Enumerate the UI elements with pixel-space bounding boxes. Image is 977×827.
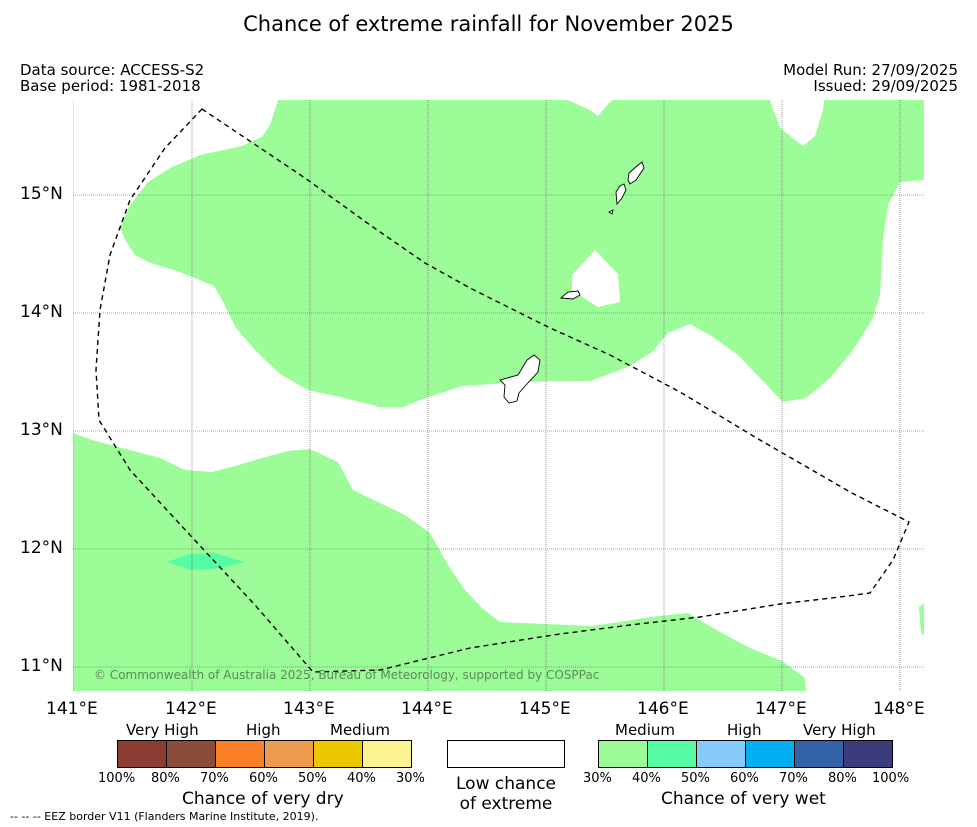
dry-tick-80: 80% xyxy=(151,771,180,786)
dry-tick-50: 50% xyxy=(298,771,327,786)
island-rota xyxy=(559,290,581,300)
wet-swatch-60-70 xyxy=(746,741,795,767)
dry-swatch-40-50 xyxy=(314,741,363,767)
lat-label-12n: 12°N xyxy=(20,538,63,558)
wet-header-high: High xyxy=(727,721,762,739)
dry-swatch-60-70 xyxy=(216,741,265,767)
dry-tick-40: 40% xyxy=(347,771,376,786)
lon-label-145e: 145°E xyxy=(519,699,571,719)
lon-label-148e: 148°E xyxy=(873,699,925,719)
wet-colorbar xyxy=(598,740,893,768)
dry-swatch-50-60 xyxy=(265,741,314,767)
dry-swatch-70-80 xyxy=(167,741,216,767)
data-source-label: Data source: ACCESS-S2 xyxy=(20,61,205,79)
wet-swatch-80-100 xyxy=(844,741,892,767)
lat-label-15n: 15°N xyxy=(20,184,63,204)
issued-label: Issued: 29/09/2025 xyxy=(813,77,958,95)
lat-label-11n: 11°N xyxy=(20,656,63,676)
lon-label-142e: 142°E xyxy=(165,699,217,719)
model-run-label: Model Run: 27/09/2025 xyxy=(783,61,958,79)
wet-tick-50: 50% xyxy=(681,771,710,786)
low-chance-line1: Low chance xyxy=(456,774,556,794)
lon-label-143e: 143°E xyxy=(283,699,335,719)
dry-tick-60: 60% xyxy=(249,771,278,786)
wet-tick-40: 40% xyxy=(632,771,661,786)
eez-border xyxy=(95,108,910,673)
wet-patch-40-50 xyxy=(167,553,245,570)
base-period-label: Base period: 1981-2018 xyxy=(20,77,201,95)
dry-swatch-30-40 xyxy=(363,741,411,767)
wet-tick-80: 80% xyxy=(828,771,857,786)
islands xyxy=(499,161,645,404)
wet-swatch-70-80 xyxy=(795,741,844,767)
eez-border-note: -- -- -- EEZ border V11 (Flanders Marine… xyxy=(10,810,319,823)
wet-swatch-40-50 xyxy=(648,741,697,767)
wet-region-south xyxy=(73,433,806,691)
map-title: Chance of extreme rainfall for November … xyxy=(243,12,734,36)
low-chance-swatch xyxy=(447,740,565,768)
lat-label-14n: 14°N xyxy=(20,302,63,322)
dry-header-high: High xyxy=(246,721,281,739)
island-saipan xyxy=(627,161,645,185)
wet-tick-30: 30% xyxy=(583,771,612,786)
wet-swatch-30-40 xyxy=(599,741,648,767)
dry-tick-30: 30% xyxy=(396,771,425,786)
wet-tick-60: 60% xyxy=(730,771,759,786)
lon-label-144e: 144°E xyxy=(401,699,453,719)
dry-header-medium: Medium xyxy=(330,721,390,739)
lon-label-147e: 147°E xyxy=(755,699,807,719)
wet-region-north xyxy=(120,100,924,407)
dry-swatch-80-100 xyxy=(118,741,167,767)
dry-tick-100: 100% xyxy=(98,771,136,786)
island-guam xyxy=(499,354,541,404)
copyright-note: © Commonwealth of Australia 2025, Bureau… xyxy=(94,668,599,682)
wet-legend-title: Chance of very wet xyxy=(661,789,826,809)
map-gridlines xyxy=(73,100,924,691)
island-tinian xyxy=(615,183,627,206)
lon-label-141e: 141°E xyxy=(46,699,98,719)
dry-colorbar xyxy=(117,740,412,768)
island-aguijan xyxy=(608,209,614,215)
wet-swatch-50-60 xyxy=(697,741,746,767)
lat-label-13n: 13°N xyxy=(20,420,63,440)
wet-region-east-fragment xyxy=(919,603,924,636)
dry-tick-70: 70% xyxy=(200,771,229,786)
dry-legend-title: Chance of very dry xyxy=(182,789,344,809)
wet-tick-100: 100% xyxy=(872,771,910,786)
wet-header-very-high: Very High xyxy=(803,721,876,739)
dry-header-very-high: Very High xyxy=(126,721,199,739)
wet-tick-70: 70% xyxy=(779,771,808,786)
lon-label-146e: 146°E xyxy=(637,699,689,719)
low-chance-line2: of extreme xyxy=(459,794,553,814)
wet-header-medium: Medium xyxy=(615,721,675,739)
